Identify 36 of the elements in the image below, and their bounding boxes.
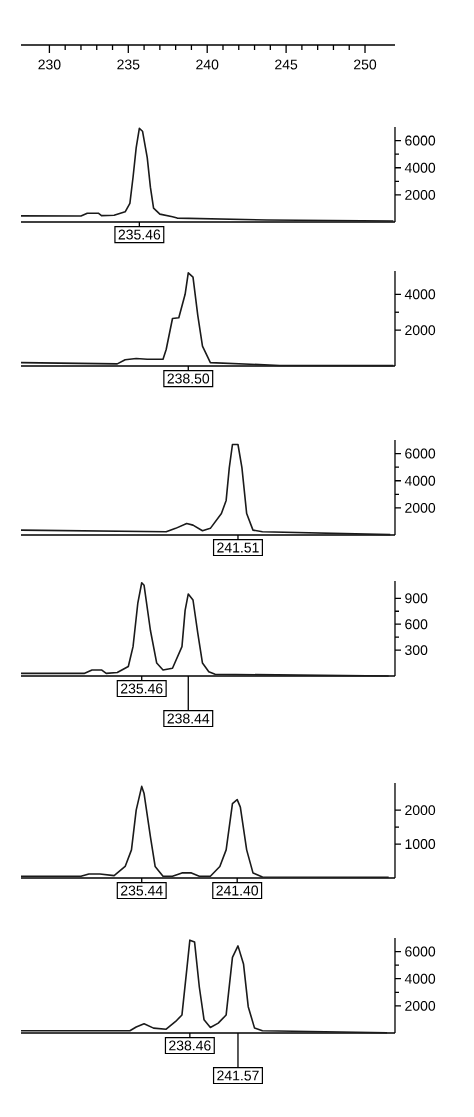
text: 241.51 xyxy=(217,542,259,553)
line-series xyxy=(20,443,392,536)
text: 238.46 xyxy=(169,1040,211,1051)
line-series xyxy=(20,785,390,879)
x-tick-label: 250 xyxy=(354,59,377,70)
y-tick-label: 6000 xyxy=(405,448,436,459)
x-tick-label: 240 xyxy=(196,59,219,70)
y-tick-label: 6000 xyxy=(405,135,436,146)
y-tick-label: 2000 xyxy=(405,502,436,513)
x-tick-label: 230 xyxy=(38,59,61,70)
text: 235.46 xyxy=(121,683,163,694)
y-tick-label: 300 xyxy=(405,645,428,656)
x-tick-label: 245 xyxy=(275,59,298,70)
y-tick-label: 4000 xyxy=(404,162,436,173)
y-tick-label: 4000 xyxy=(404,475,436,486)
line-series xyxy=(20,581,390,677)
text: 241.40 xyxy=(216,885,259,896)
line-series xyxy=(20,939,388,1034)
y-tick-label: 4000 xyxy=(404,973,436,984)
y-tick-label: 2000 xyxy=(405,1000,436,1011)
y-tick-label: 6000 xyxy=(405,946,436,957)
y-tick-label: 4000 xyxy=(404,289,436,300)
x-tick-label: 235 xyxy=(117,59,140,70)
y-tick-label: 2000 xyxy=(405,805,436,816)
y-tick-label: 900 xyxy=(405,593,428,604)
y-tick-label: 1000 xyxy=(405,839,436,850)
text: 238.50 xyxy=(167,373,210,384)
text: 235.44 xyxy=(121,885,163,896)
text: 238.44 xyxy=(167,713,210,724)
line-series xyxy=(20,127,395,222)
text: 235.46 xyxy=(118,229,161,240)
y-tick-label: 2000 xyxy=(405,189,436,200)
y-tick-label: 2000 xyxy=(405,325,436,336)
text: 241.57 xyxy=(217,1070,259,1081)
line-series xyxy=(20,272,395,367)
y-tick-label: 600 xyxy=(405,619,428,630)
